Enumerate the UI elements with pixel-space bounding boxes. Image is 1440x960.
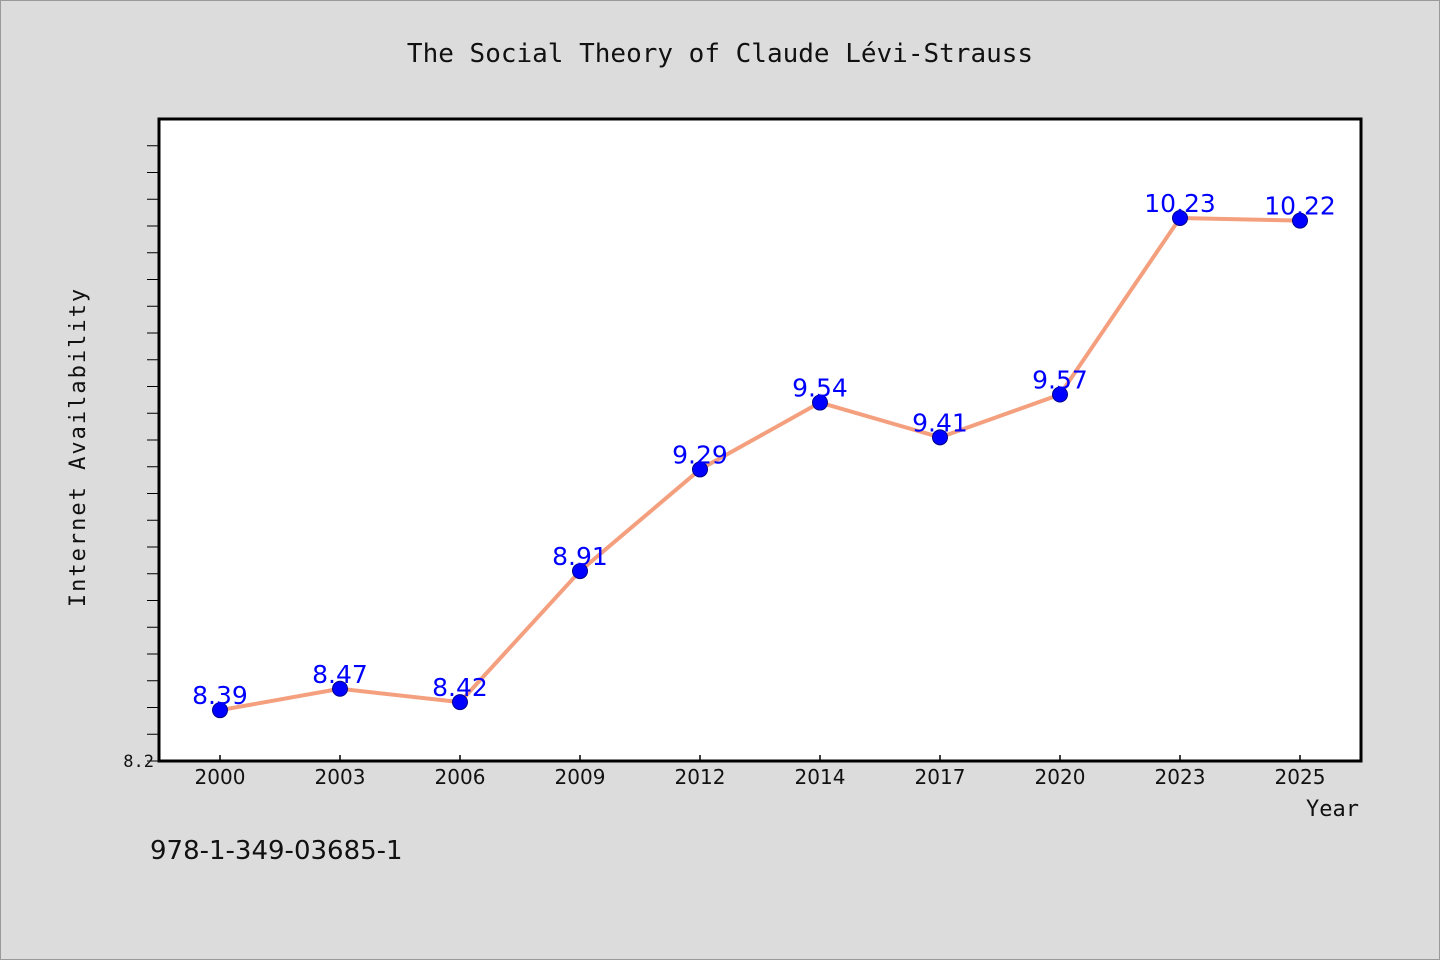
data-label: 10.23 [1144,189,1216,218]
plot-area [157,117,1363,763]
data-label: 8.42 [432,673,488,702]
x-tick-label: 2014 [795,765,846,789]
data-point [812,394,828,411]
data-label: 8.39 [192,681,248,710]
data-label: 9.57 [1032,366,1088,395]
x-tick-label: 2003 [315,765,366,789]
x-tick-label: 2000 [195,765,246,789]
x-tick-label: 2020 [1035,765,1086,789]
data-point [692,461,708,478]
x-axis-tick-labels: 2000 2003 2006 2009 2012 2014 2017 2020 2023 2025 [195,765,1326,789]
y-axis-label: Internet Availability [66,287,91,607]
y-axis-ticks [147,145,159,762]
data-point [1292,212,1308,229]
data-point [212,702,228,719]
data-label: 10.22 [1264,192,1336,221]
x-axis-ticks [219,755,1301,761]
data-label: 8.47 [312,660,368,689]
series-line [218,215,1302,713]
data-labels: 8.39 8.47 8.42 8.91 9.29 9.54 9.41 9.57 10.23 10.… [192,189,1336,710]
y-axis-tick-label: 8.2 [123,752,154,772]
x-tick-label: 2023 [1155,765,1206,789]
data-label: 9.41 [912,408,968,437]
x-tick-label: 2012 [675,765,726,789]
data-markers [212,209,1308,719]
x-tick-label: 2006 [435,765,486,789]
data-point [1172,209,1188,226]
isbn-code: 978-1-349-03685-1 [150,836,403,866]
x-tick-label: 2009 [555,765,606,789]
x-tick-label: 2025 [1275,765,1326,789]
x-tick-label: 2017 [915,765,966,789]
data-label: 8.91 [552,542,608,571]
chart-title: The Social Theory of Claude Lévi-Strauss [407,39,1033,69]
data-point [332,680,348,697]
data-label: 9.29 [672,440,728,469]
series-polyline [218,215,1302,713]
data-point [932,429,948,446]
data-point [1052,386,1068,403]
data-point [452,694,468,711]
data-label: 9.54 [792,374,848,403]
x-axis-label: Year [1306,797,1359,822]
data-point [572,563,588,580]
